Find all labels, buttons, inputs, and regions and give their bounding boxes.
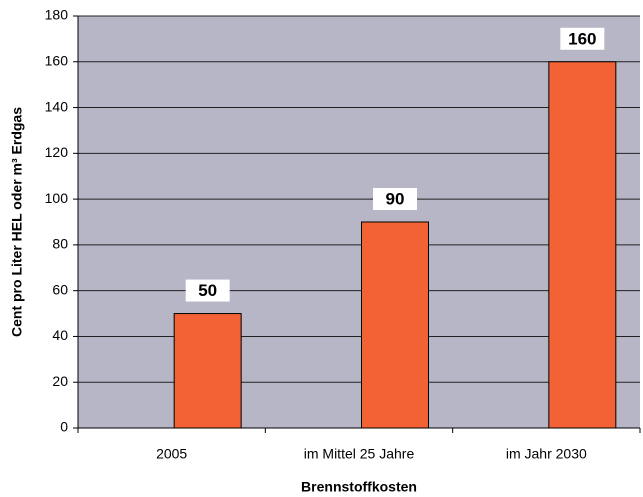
y-tick-label: 80 [52,236,68,252]
y-tick-label: 160 [45,52,69,68]
x-tick-label: im Jahr 2030 [506,446,587,462]
data-label-bg [185,279,230,302]
x-tick-label: 2005 [156,446,187,462]
y-tick-label: 20 [52,373,68,389]
y-tick-label: 140 [45,98,69,114]
bar [173,313,242,429]
x-tick-label: im Mittel 25 Jahre [304,446,415,462]
y-tick-label: 120 [45,144,69,160]
y-tick-label: 0 [60,419,68,435]
data-label-bg [373,188,417,210]
y-axis-title: Cent pro Liter HEL oder m³ Erdgas [9,107,25,337]
y-tick-label: 60 [52,281,68,297]
x-axis-title: Brennstoffkosten [301,479,417,495]
bar [548,61,617,429]
bar [361,221,429,429]
data-label: 90 [386,189,405,208]
y-tick-label: 100 [45,190,69,206]
data-label: 160 [568,29,596,48]
y-tick-label: 40 [52,327,68,343]
y-tick-label: 180 [45,7,69,23]
data-label-bg [560,27,605,50]
plot-area [78,16,640,428]
data-label: 50 [198,281,217,300]
